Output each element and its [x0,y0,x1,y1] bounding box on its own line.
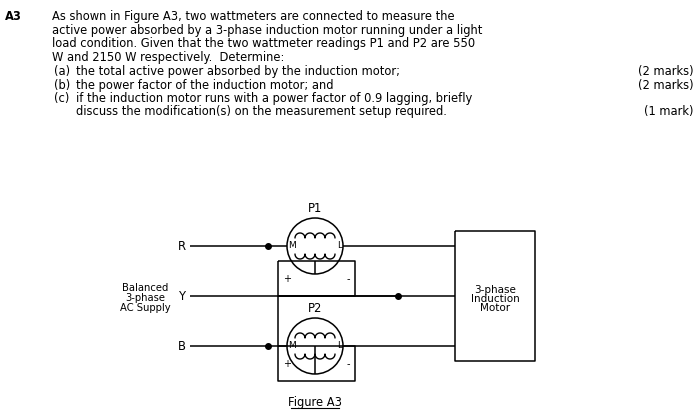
Text: Balanced: Balanced [122,282,168,292]
Text: L: L [337,341,342,350]
Text: A3: A3 [5,10,22,23]
Text: +: + [283,274,291,284]
Text: P2: P2 [308,301,322,314]
Text: L: L [337,241,342,250]
Text: M: M [288,241,295,250]
Text: P1: P1 [308,202,322,214]
Text: AC Supply: AC Supply [120,302,170,312]
Text: 3-phase: 3-phase [125,292,165,302]
Text: (2 marks): (2 marks) [638,78,694,91]
Text: (a): (a) [54,65,70,78]
Text: -: - [346,274,350,284]
Text: load condition. Given that the two wattmeter readings P1 and P2 are 550: load condition. Given that the two wattm… [52,37,475,50]
Text: active power absorbed by a 3-phase induction motor running under a light: active power absorbed by a 3-phase induc… [52,24,482,36]
Text: (b): (b) [54,78,70,91]
Text: +: + [283,358,291,369]
Text: Figure A3: Figure A3 [288,395,342,408]
Text: (1 mark): (1 mark) [645,105,694,118]
Text: R: R [178,240,186,253]
Text: Induction: Induction [470,293,519,303]
Text: Motor: Motor [480,302,510,312]
Text: if the induction motor runs with a power factor of 0.9 lagging, briefly: if the induction motor runs with a power… [76,92,473,105]
Text: B: B [178,339,186,353]
Text: (2 marks): (2 marks) [638,65,694,78]
Text: (c): (c) [54,92,69,105]
Text: W and 2150 W respectively.  Determine:: W and 2150 W respectively. Determine: [52,50,284,63]
Text: the total active power absorbed by the induction motor;: the total active power absorbed by the i… [76,65,400,78]
Text: Y: Y [179,290,186,303]
Text: discuss the modification(s) on the measurement setup required.: discuss the modification(s) on the measu… [76,105,447,118]
Text: -: - [346,358,350,369]
Text: 3-phase: 3-phase [474,284,516,294]
Text: M: M [288,341,295,350]
Text: As shown in Figure A3, two wattmeters are connected to measure the: As shown in Figure A3, two wattmeters ar… [52,10,454,23]
Text: the power factor of the induction motor; and: the power factor of the induction motor;… [76,78,333,91]
